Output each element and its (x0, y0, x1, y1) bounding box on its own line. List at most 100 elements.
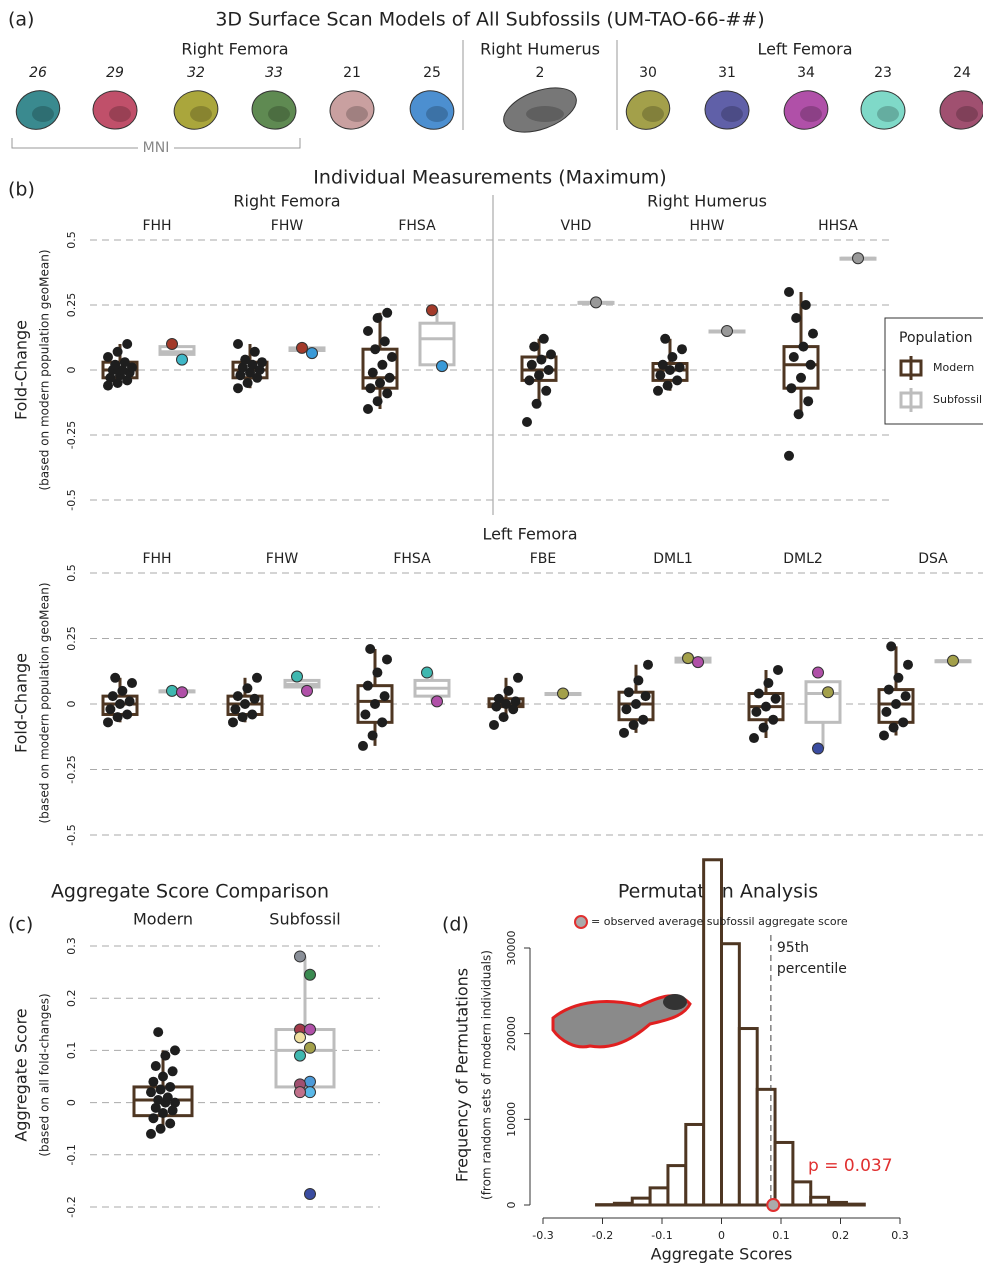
data-point (148, 1113, 159, 1124)
x-tick-label: 0 (718, 1229, 725, 1242)
specimen-shade (426, 106, 448, 122)
data-point (751, 706, 762, 717)
histogram-bar (648, 1186, 670, 1207)
data-point (110, 359, 121, 370)
data-point (358, 740, 368, 751)
category-label: VHD (561, 218, 592, 234)
data-point (153, 1027, 164, 1038)
data-point (249, 693, 260, 704)
data-point (524, 375, 535, 386)
histogram-bar (720, 942, 741, 1207)
data-point (103, 717, 113, 728)
legend-label: Modern (933, 361, 974, 374)
data-point (387, 352, 397, 362)
specimen-id: 33 (265, 65, 283, 81)
data-point (791, 313, 802, 323)
data-point (431, 695, 443, 708)
specimen-model (939, 90, 983, 130)
data-point (903, 659, 913, 670)
data-point (749, 733, 759, 744)
data-point (291, 670, 303, 683)
data-point (382, 307, 393, 318)
data-point (112, 346, 123, 357)
data-point (800, 300, 811, 310)
data-point (365, 643, 376, 654)
category-label: FHSA (393, 551, 431, 567)
data-point (166, 338, 178, 350)
data-point (372, 396, 383, 407)
histogram-bar (737, 1027, 759, 1207)
data-point (886, 641, 897, 652)
category-label: FBE (530, 551, 557, 567)
data-point (146, 1087, 156, 1098)
data-point (176, 353, 188, 366)
data-point (372, 313, 383, 323)
specimen-shade (268, 106, 290, 122)
data-point (165, 1118, 176, 1129)
specimen-id: 31 (718, 65, 736, 81)
data-point (893, 672, 904, 683)
data-point (489, 719, 499, 730)
data-point (531, 398, 542, 409)
y-tick-label: 0.25 (65, 293, 78, 318)
data-point (491, 701, 502, 712)
data-point (633, 675, 644, 686)
data-point (107, 691, 118, 702)
data-point (105, 372, 116, 383)
specimen-model (15, 90, 61, 130)
legend-label: = observed average subfossil aggregate s… (591, 915, 848, 928)
y-tick-label: -0.25 (65, 421, 78, 449)
category-label: DSA (918, 551, 948, 567)
data-point (367, 367, 378, 378)
specimen-id: 23 (874, 65, 892, 81)
data-point (538, 333, 549, 344)
group-label: Right Humerus (480, 40, 600, 59)
data-point (158, 1108, 168, 1119)
data-point (662, 380, 673, 391)
data-point (377, 717, 388, 728)
group-label: Right Femora (181, 40, 288, 59)
data-point (112, 378, 123, 388)
y-tick-label: 0.1 (65, 1042, 78, 1060)
data-point (501, 699, 511, 709)
data-point (655, 370, 666, 381)
data-point (306, 347, 318, 360)
specimen-id: 25 (423, 65, 441, 81)
specimen-id: 30 (639, 65, 657, 81)
data-point (112, 712, 123, 723)
specimen-model (783, 90, 829, 130)
chart-title: Individual Measurements (Maximum) (313, 167, 666, 189)
data-point (796, 372, 806, 383)
data-point (242, 378, 253, 388)
data-point (115, 699, 125, 709)
data-point (382, 388, 393, 399)
data-point (657, 359, 668, 370)
data-point (536, 354, 547, 365)
y-tick-label: 0 (65, 367, 78, 374)
y-tick-label: -0.5 (65, 824, 78, 845)
data-point (812, 666, 824, 679)
data-point (252, 372, 263, 383)
histogram-bar (791, 1180, 813, 1207)
percentile-label: 95th (777, 940, 809, 956)
data-point (379, 336, 390, 347)
data-point (786, 383, 797, 394)
specimen-id: 34 (797, 65, 815, 81)
bracket-label: MNI (143, 140, 170, 156)
data-point (117, 365, 128, 375)
data-point (881, 706, 892, 717)
specimen-model (92, 90, 138, 130)
chart-title: Aggregate Score Comparison (51, 881, 329, 903)
group-label: Left Femora (482, 525, 577, 544)
specimen-model (329, 90, 375, 130)
specimen-model (625, 90, 671, 130)
y-axis-label: Frequency of Permutations (453, 968, 472, 1182)
data-point (176, 686, 188, 699)
specimen-model (503, 87, 577, 133)
data-point (384, 372, 395, 383)
data-point (590, 296, 602, 309)
data-point (294, 950, 306, 963)
data-point (363, 404, 373, 414)
data-point (127, 678, 137, 689)
